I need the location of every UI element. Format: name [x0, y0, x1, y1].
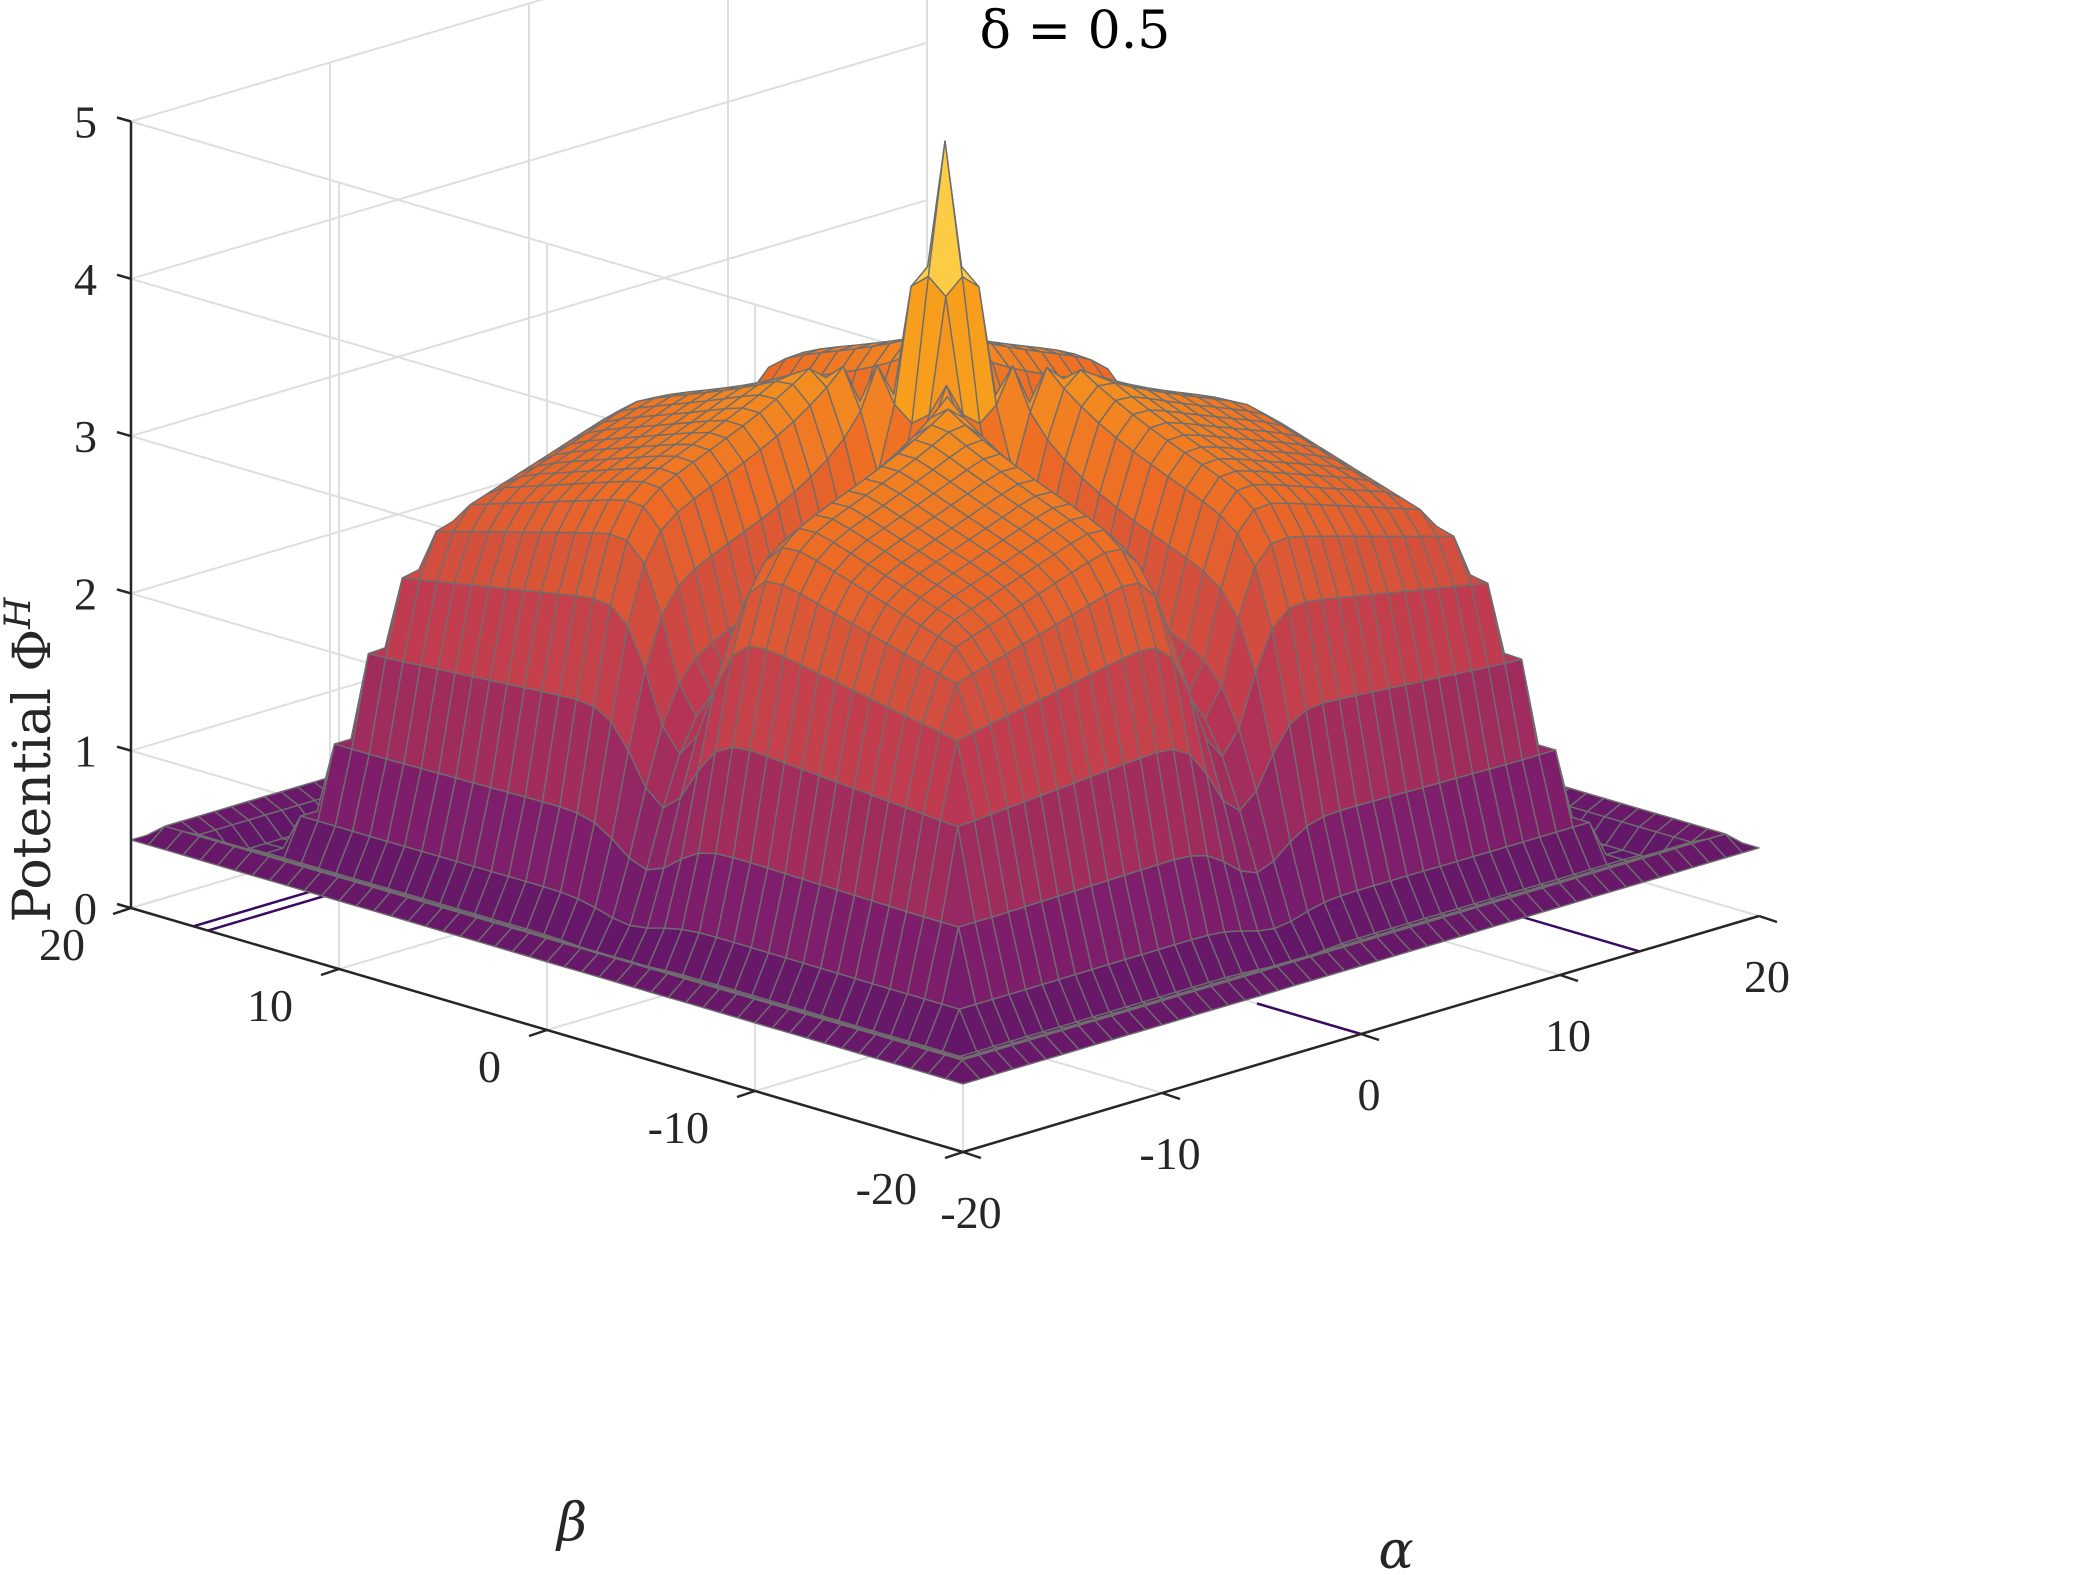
- z-tick-label: 3: [74, 411, 97, 462]
- x-tick-label: 10: [1545, 1010, 1591, 1061]
- y-tick: [320, 967, 340, 977]
- floor-contour-3: [1256, 1002, 1362, 1036]
- z-axis-label: Potential ΦH: [0, 597, 63, 923]
- x-tick-label: -20: [940, 1187, 1001, 1238]
- surface-mesh: [130, 140, 1760, 1085]
- x-tick: [1161, 1091, 1181, 1101]
- x-tick: [1360, 1032, 1380, 1042]
- z-tick: [116, 745, 132, 752]
- surface-cell: [927, 140, 963, 298]
- z-tick: [116, 588, 132, 595]
- y-tick-label: -10: [648, 1102, 709, 1153]
- x-tick-label: 0: [1358, 1069, 1381, 1120]
- z-tick-label: 4: [74, 254, 97, 305]
- y-tick: [944, 1150, 964, 1160]
- axis-ticks: 0 1 2 3 4 5 -20 -10 0 10 20 -20 -10 0 10 20: [39, 97, 1790, 1239]
- x-tick-label: -10: [1139, 1128, 1200, 1179]
- y-tick-label: 10: [247, 980, 293, 1031]
- y-tick-label: 0: [478, 1041, 501, 1092]
- z-tick: [116, 273, 132, 281]
- surface-cell: [945, 1059, 981, 1085]
- x-axis-label: α: [1378, 1521, 1413, 1575]
- z-tick-label: 1: [74, 726, 97, 777]
- y-tick: [736, 1089, 756, 1099]
- z-tick: [116, 430, 132, 438]
- z-tick: [116, 902, 132, 910]
- x-tick-label: 20: [1744, 951, 1790, 1002]
- x-tick: [1758, 914, 1778, 924]
- z-tick-label: 5: [74, 97, 97, 148]
- x-tick: [962, 1150, 982, 1160]
- z-tick-label: 2: [74, 568, 97, 619]
- y-tick-label: 20: [39, 919, 85, 970]
- y-tick-label: -20: [856, 1163, 917, 1214]
- y-tick: [528, 1028, 548, 1038]
- y-tick: [112, 906, 132, 916]
- z-tick: [116, 116, 132, 123]
- z-tick-label: 0: [74, 883, 97, 934]
- y-axis-label: β: [555, 1493, 587, 1553]
- chart-title: δ = 0.5: [980, 1, 1171, 61]
- x-tick: [1559, 973, 1579, 983]
